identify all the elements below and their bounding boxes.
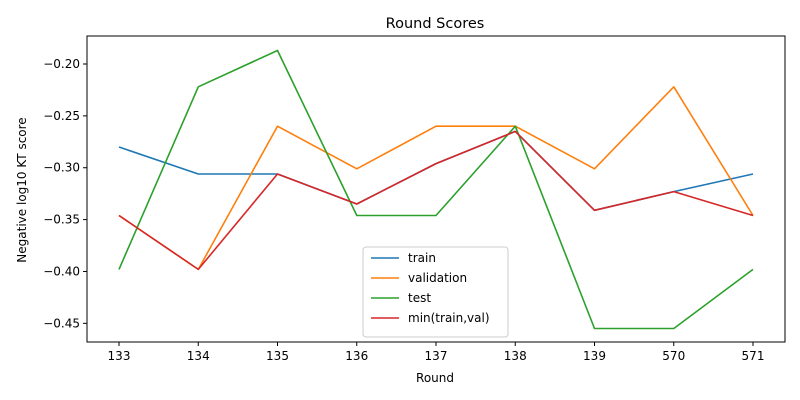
legend-label: min(train,val) xyxy=(408,311,490,325)
x-tick-label: 135 xyxy=(266,349,289,363)
y-tick-label: −0.45 xyxy=(43,316,80,330)
chart-title: Round Scores xyxy=(386,16,485,32)
series-line-3 xyxy=(118,49,754,330)
x-tick-label: 138 xyxy=(504,349,527,363)
x-axis-title: Round xyxy=(416,371,454,385)
legend-label: train xyxy=(408,251,436,265)
x-tick-label: 139 xyxy=(583,349,606,363)
legend-box xyxy=(362,246,509,338)
series-line-2 xyxy=(118,86,754,271)
y-tick-label: −0.25 xyxy=(43,109,80,123)
y-tick-label: −0.30 xyxy=(43,161,80,175)
y-axis-title: Negative log10 KT score xyxy=(15,117,29,262)
y-tick-label: −0.20 xyxy=(43,57,80,71)
x-tick-label: 571 xyxy=(742,349,765,363)
y-tick-label: −0.35 xyxy=(43,213,80,227)
x-tick-label: 570 xyxy=(662,349,685,363)
x-tick-label: 134 xyxy=(187,349,210,363)
series-line-4 xyxy=(118,130,754,271)
x-tick-label: 133 xyxy=(108,349,131,363)
x-tick-label: 137 xyxy=(425,349,448,363)
legend: train validation test min(train,val) xyxy=(362,246,509,338)
y-tick-label: −0.40 xyxy=(43,264,80,278)
legend-label: test xyxy=(408,291,431,305)
legend-label: validation xyxy=(408,271,467,285)
plot-area: 133 134 135 136 137 138 139 570 571 −0.45 −0.40 −0.… xyxy=(43,35,786,363)
x-tick-label: 136 xyxy=(345,349,368,363)
